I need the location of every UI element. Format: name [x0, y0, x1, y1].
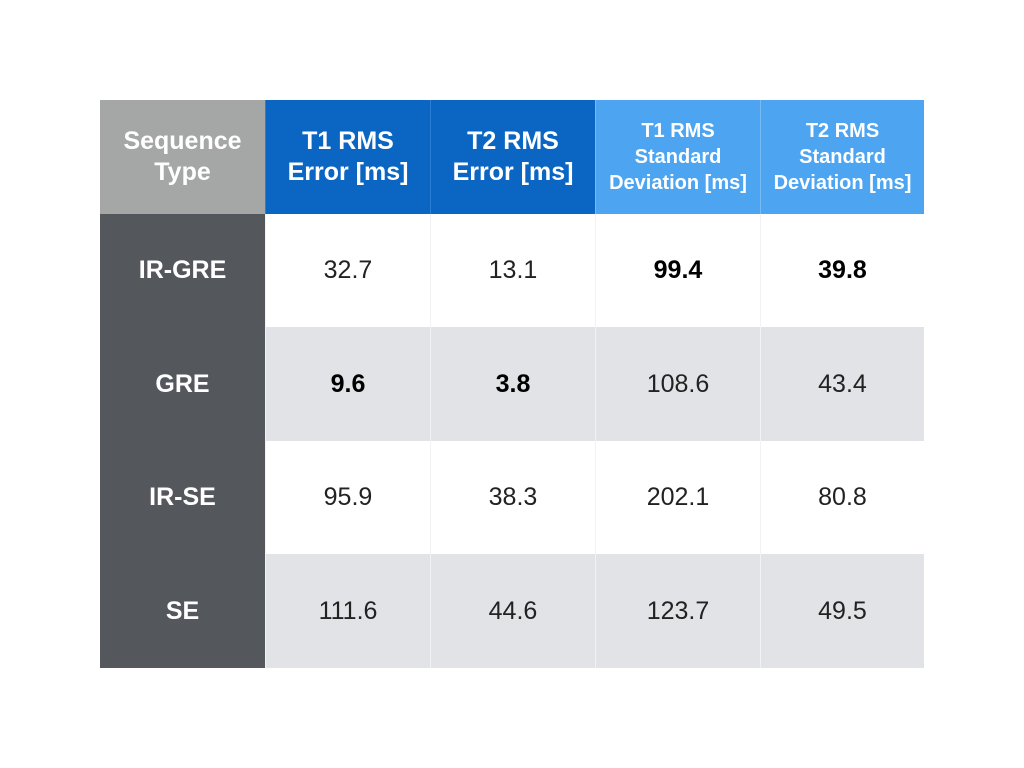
cell-t2-rms-error: 3.8: [430, 327, 595, 441]
header-t1-rms-error: T1 RMS Error [ms]: [265, 100, 430, 214]
header-t2-rms-error-label: T2 RMS Error [ms]: [452, 127, 574, 186]
header-sequence-type-label: Sequence Type: [123, 127, 242, 186]
header-t2-rms-std: T2 RMS Standard Deviation [ms]: [760, 100, 924, 214]
row-label-se: SE: [100, 554, 265, 668]
row-label-ir-se: IR-SE: [100, 441, 265, 554]
header-t1-rms-std-label: T1 RMS Standard Deviation [ms]: [609, 120, 747, 194]
cell-t1-rms-std: 123.7: [595, 554, 760, 668]
cell-t2-rms-std: 49.5: [760, 554, 924, 668]
cell-t2-rms-std: 39.8: [760, 214, 924, 327]
cell-t2-rms-error: 38.3: [430, 441, 595, 554]
cell-t1-rms-error: 9.6: [265, 327, 430, 441]
header-t2-rms-std-label: T2 RMS Standard Deviation [ms]: [773, 120, 912, 194]
cell-t1-rms-std: 99.4: [595, 214, 760, 327]
header-t1-rms-error-label: T1 RMS Error [ms]: [287, 127, 409, 186]
cell-t1-rms-error: 95.9: [265, 441, 430, 554]
cell-t1-rms-std: 202.1: [595, 441, 760, 554]
header-t1-rms-std: T1 RMS Standard Deviation [ms]: [595, 100, 760, 214]
cell-t2-rms-std: 80.8: [760, 441, 924, 554]
cell-t2-rms-error: 13.1: [430, 214, 595, 327]
cell-t1-rms-error: 111.6: [265, 554, 430, 668]
cell-t2-rms-error: 44.6: [430, 554, 595, 668]
header-t2-rms-error: T2 RMS Error [ms]: [430, 100, 595, 214]
cell-t2-rms-std: 43.4: [760, 327, 924, 441]
row-label-gre: GRE: [100, 327, 265, 441]
cell-t1-rms-std: 108.6: [595, 327, 760, 441]
row-label-ir-gre: IR-GRE: [100, 214, 265, 327]
cell-t1-rms-error: 32.7: [265, 214, 430, 327]
header-sequence-type: Sequence Type: [100, 100, 265, 214]
results-table: Sequence Type T1 RMS Error [ms] T2 RMS E…: [100, 100, 924, 668]
